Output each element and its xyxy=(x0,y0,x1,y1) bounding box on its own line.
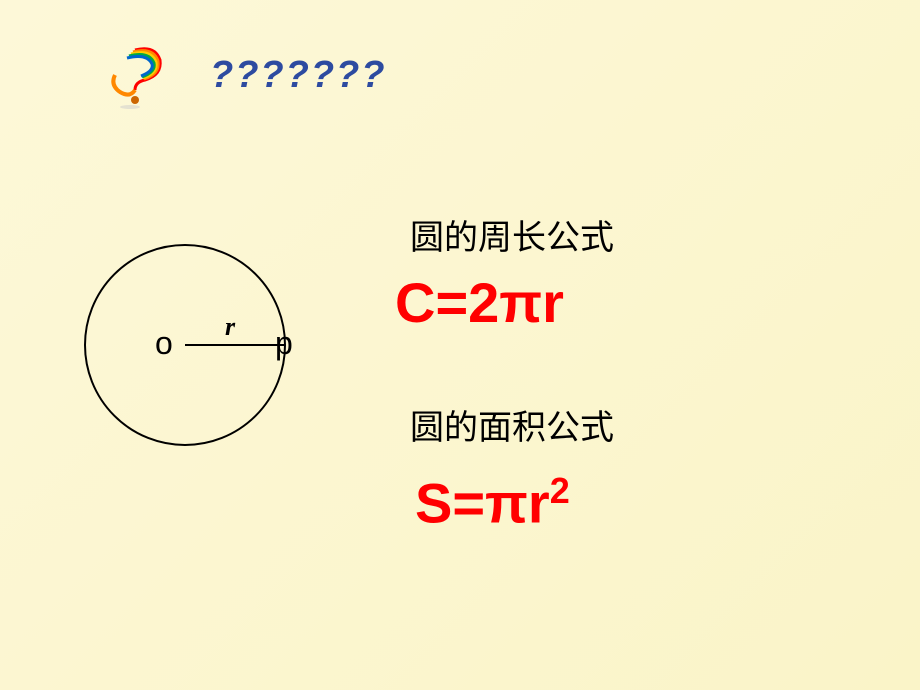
question-swirl-icon xyxy=(100,40,180,110)
perimeter-label: 圆的周长公式 xyxy=(410,210,614,259)
area-formula: S=πr2 xyxy=(415,470,570,536)
header-title: ??????? xyxy=(210,54,386,97)
perimeter-formula: C=2πr xyxy=(395,270,564,335)
area-formula-base: S=πr xyxy=(415,472,550,535)
radius-label: r xyxy=(225,312,235,342)
area-formula-exponent: 2 xyxy=(550,470,570,511)
area-label: 圆的面积公式 xyxy=(410,400,614,449)
point-label: p xyxy=(275,325,293,362)
center-label: o xyxy=(155,325,173,362)
header: ??????? xyxy=(100,40,386,110)
